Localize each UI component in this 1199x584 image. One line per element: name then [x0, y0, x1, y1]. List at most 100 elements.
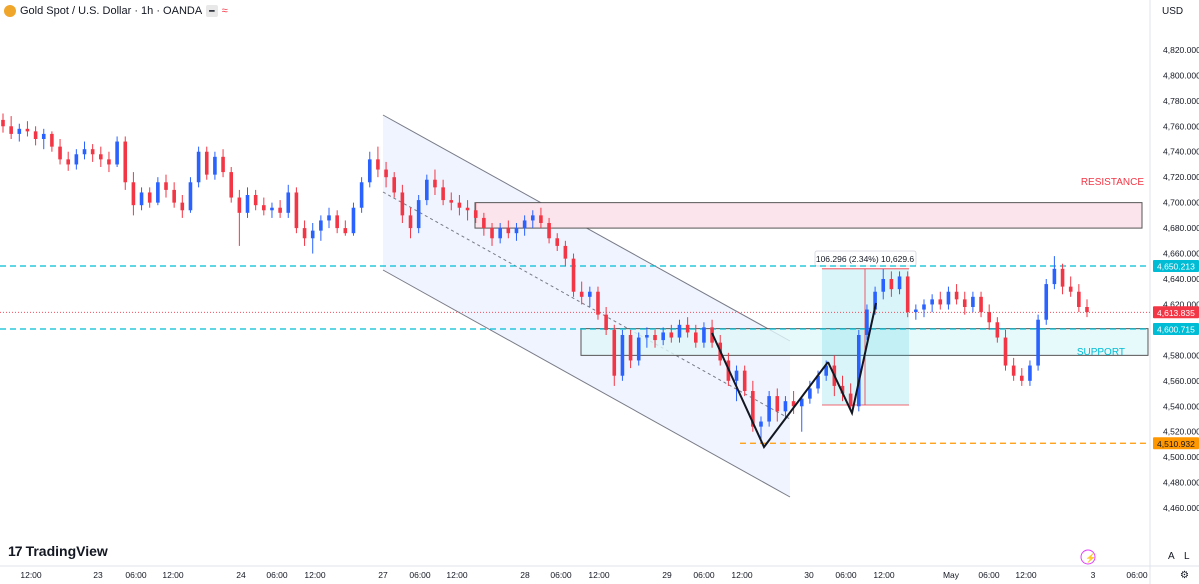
pattern-line: [711, 332, 829, 449]
candle: [816, 375, 820, 389]
price-tick-label: 4,700.000: [1163, 198, 1199, 208]
candle: [1019, 375, 1024, 381]
candle: [384, 169, 388, 178]
symbol-title[interactable]: Gold Spot / U.S. Dollar · 1h · OANDA: [20, 5, 203, 17]
candle: [530, 215, 535, 221]
candle: [742, 370, 747, 391]
price-tick-label: 4,800.000: [1163, 70, 1199, 80]
candle: [25, 128, 30, 132]
candle: [196, 151, 201, 183]
candle: [547, 223, 551, 239]
candle: [327, 215, 331, 221]
resistance-label: RESISTANCE: [1081, 177, 1144, 188]
candle: [90, 149, 95, 155]
candle: [571, 258, 576, 292]
time-tick-label: 12:00: [162, 570, 184, 580]
candle: [490, 228, 494, 239]
candle: [1077, 291, 1081, 307]
candle: [653, 335, 657, 341]
candle: [588, 291, 592, 297]
candle: [310, 230, 315, 239]
candle: [286, 192, 291, 213]
candle: [791, 401, 796, 407]
log-scale-toggle[interactable]: L: [1184, 551, 1190, 562]
candle: [881, 279, 886, 292]
level-price-tag-text: 4,650.213: [1157, 262, 1195, 272]
price-tick-label: 4,620.000: [1163, 299, 1199, 309]
candle: [596, 291, 600, 315]
price-tick-label: 4,780.000: [1163, 96, 1199, 106]
candle: [1068, 286, 1073, 292]
candle: [131, 182, 136, 206]
time-tick-label: 24: [236, 570, 246, 580]
time-tick-label: 12:00: [588, 570, 610, 580]
tradingview-logo[interactable]: 17 TradingView: [8, 543, 108, 559]
candle: [767, 396, 771, 422]
candle: [856, 335, 861, 407]
candle: [262, 205, 266, 211]
candle: [204, 151, 209, 175]
candle: [58, 146, 62, 160]
candle: [799, 398, 804, 407]
candle: [50, 133, 54, 147]
candle: [376, 159, 380, 170]
candle: [522, 220, 527, 229]
candle: [229, 172, 234, 198]
candle: [702, 327, 706, 343]
time-tick-label: May: [943, 570, 960, 580]
candle: [278, 207, 282, 213]
candle: [270, 207, 274, 211]
candle: [995, 322, 1000, 338]
price-tick-label: 4,820.000: [1163, 45, 1199, 55]
measure-label: 106.296 (2.34%) 10,629.6: [816, 254, 915, 264]
level-price-tag: [1153, 322, 1199, 335]
time-tick-label: 30: [804, 570, 814, 580]
candle: [808, 388, 812, 399]
candle: [294, 192, 299, 229]
time-tick-label: 12:00: [304, 570, 326, 580]
candle: [253, 195, 258, 206]
candle: [1036, 319, 1040, 366]
candle: [759, 421, 763, 427]
candle: [441, 187, 445, 201]
candle: [661, 332, 665, 341]
time-tick-label: 12:00: [1015, 570, 1037, 580]
candle: [930, 299, 934, 305]
candle: [351, 207, 356, 234]
candle: [164, 182, 168, 190]
candle: [367, 159, 372, 183]
candle: [473, 210, 478, 218]
price-tick-label: 4,720.000: [1163, 172, 1199, 182]
candle: [99, 154, 103, 160]
candle: [669, 332, 674, 338]
chart-header: Gold Spot / U.S. Dollar · 1h · OANDA ━ ≈: [4, 3, 228, 19]
candle: [579, 291, 584, 297]
tradingview-name: TradingView: [25, 543, 108, 559]
market-status-badge[interactable]: ━: [206, 5, 218, 17]
price-tick-label: 4,540.000: [1163, 401, 1199, 411]
candle: [343, 228, 348, 234]
candle: [408, 215, 413, 229]
currency-label[interactable]: USD: [1162, 6, 1184, 17]
auto-scale-toggle[interactable]: A: [1168, 551, 1175, 562]
level-price-tag-text: 4,600.715: [1157, 324, 1195, 334]
candle: [237, 197, 242, 213]
candle: [946, 291, 951, 305]
candle: [971, 296, 975, 307]
candle: [188, 182, 193, 211]
tradingview-logo-icon: 17: [8, 543, 23, 559]
candle: [465, 207, 470, 211]
candle: [147, 192, 152, 203]
candle: [9, 126, 13, 134]
candle: [693, 332, 698, 343]
candle: [302, 228, 307, 239]
candle: [1, 119, 5, 127]
current-price-tag-text: 4,613.835: [1157, 308, 1195, 318]
candle: [498, 228, 502, 239]
alert-icon: [1080, 549, 1096, 565]
level-price-tag-text: 4,510.932: [1157, 439, 1195, 449]
candle: [775, 396, 780, 412]
time-tick-label: 12:00: [446, 570, 468, 580]
candle: [139, 192, 144, 206]
